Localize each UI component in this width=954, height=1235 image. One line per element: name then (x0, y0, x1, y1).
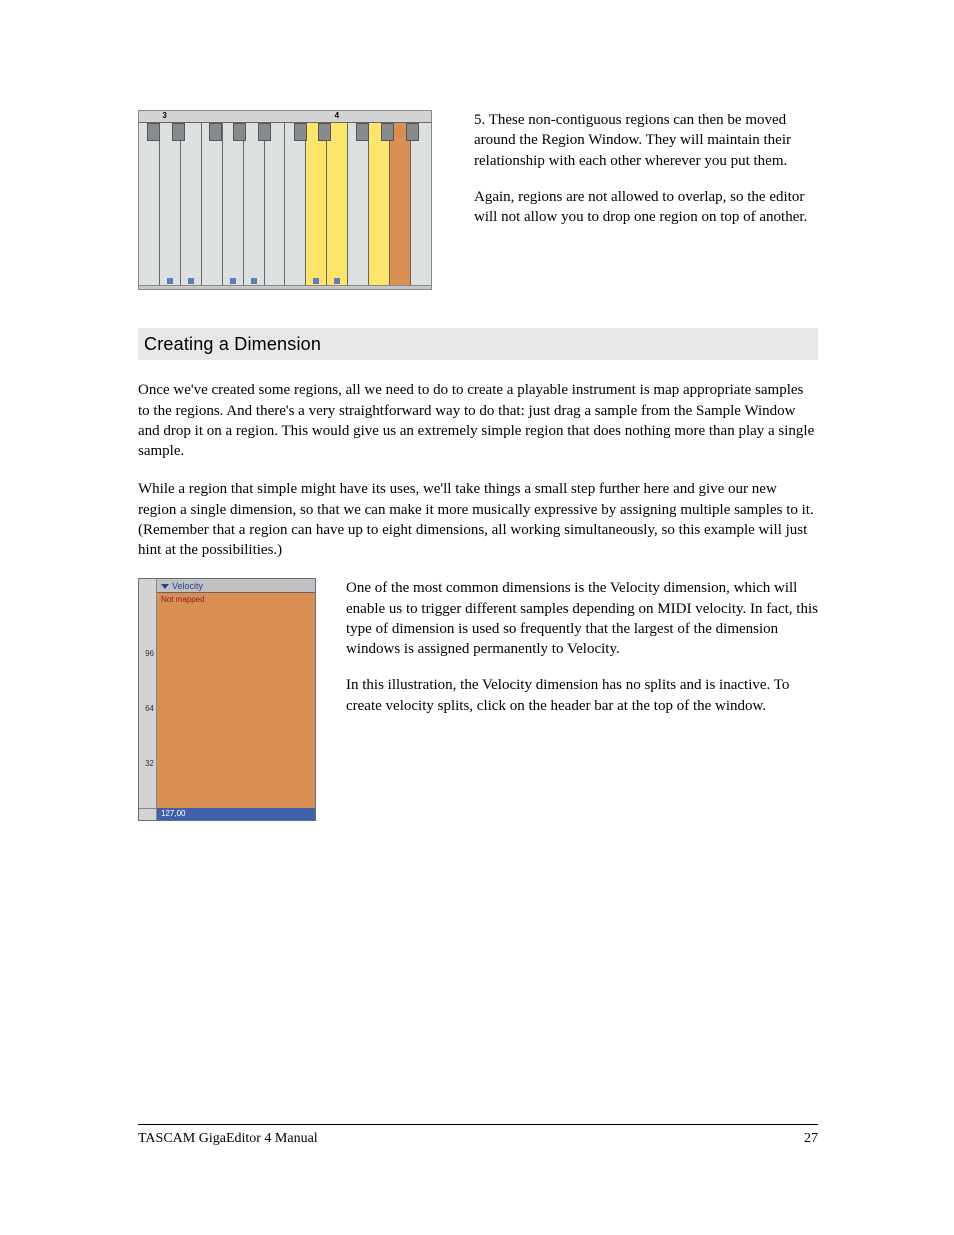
black-key (406, 123, 419, 141)
para-overlap: Again, regions are not allowed to overla… (474, 187, 818, 228)
white-key (348, 123, 369, 285)
white-key (390, 123, 411, 285)
velocity-dimension-figure: 96 64 32 Velocity Not mapped 127,00 (138, 578, 316, 821)
black-key (209, 123, 222, 141)
para-step5: 5. These non-contiguous regions can then… (474, 110, 818, 171)
white-key (244, 123, 265, 285)
velocity-footer: 127,00 (157, 808, 315, 820)
para-common: One of the most common dimensions is the… (346, 578, 818, 659)
white-key (306, 123, 327, 285)
region-marker (167, 278, 173, 284)
black-key (147, 123, 160, 141)
octave-label: 4 (335, 111, 339, 122)
velocity-not-mapped-label: Not mapped (161, 595, 205, 606)
black-key (233, 123, 246, 141)
region-marker (313, 278, 319, 284)
footer-rule (138, 1124, 818, 1125)
velocity-header-bar: Velocity (157, 579, 315, 593)
footer-page-number: 27 (804, 1130, 818, 1149)
para-once: Once we've created some regions, all we … (138, 380, 818, 461)
velocity-scale: 96 64 32 (139, 579, 157, 808)
white-key (202, 123, 223, 285)
black-key (381, 123, 394, 141)
white-key (181, 123, 202, 285)
white-keys (139, 123, 431, 285)
velocity-header-label: Velocity (172, 581, 203, 591)
white-key (160, 123, 181, 285)
velocity-tick: 32 (145, 759, 154, 770)
footer-title: TASCAM GigaEditor 4 Manual (138, 1130, 318, 1149)
white-key (139, 123, 160, 285)
region-marker (230, 278, 236, 284)
region-marker (251, 278, 257, 284)
white-key (223, 123, 244, 285)
para-while: While a region that simple might have it… (138, 479, 818, 560)
white-key (265, 123, 286, 285)
keyboard-region-figure: 34 (138, 110, 432, 290)
velocity-footer-gutter (139, 808, 157, 820)
octave-ruler: 34 (139, 111, 431, 123)
black-keys (139, 123, 431, 141)
region-marker (334, 278, 340, 284)
section-heading: Creating a Dimension (138, 328, 818, 360)
white-key (411, 123, 431, 285)
white-key (369, 123, 390, 285)
black-key (172, 123, 185, 141)
white-key (285, 123, 306, 285)
triangle-down-icon (161, 584, 169, 589)
black-key (294, 123, 307, 141)
figure-baseline (139, 285, 431, 289)
black-key (258, 123, 271, 141)
white-key (327, 123, 348, 285)
velocity-tick: 64 (145, 704, 154, 715)
black-key (356, 123, 369, 141)
velocity-tick: 96 (145, 649, 154, 660)
para-illus: In this illustration, the Velocity dimen… (346, 675, 818, 716)
region-marker (188, 278, 194, 284)
octave-label: 3 (162, 111, 166, 122)
black-key (318, 123, 331, 141)
